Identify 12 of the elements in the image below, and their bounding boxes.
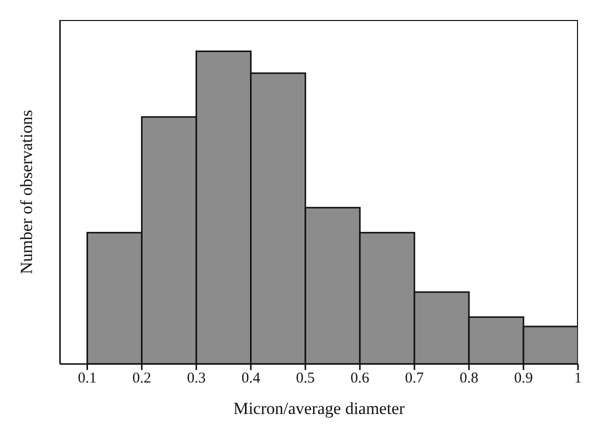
x-tick-label: 0.4 [241, 370, 261, 387]
x-tick-label: 0.1 [78, 370, 97, 387]
x-tick-label: 0.5 [296, 370, 315, 387]
x-tick-label: 0.2 [132, 370, 152, 387]
x-tick-label: 0.7 [405, 370, 424, 387]
x-axis-title: Micron/average diameter [233, 399, 406, 418]
x-tick-label: 0.3 [186, 370, 206, 387]
x-tick-label: 1 [574, 370, 582, 387]
x-tick-label: 0.9 [514, 370, 533, 387]
x-tick-label: 0.8 [460, 370, 478, 387]
y-axis-title: Number of observations [17, 110, 36, 274]
x-tick-label: 0.6 [350, 370, 370, 387]
